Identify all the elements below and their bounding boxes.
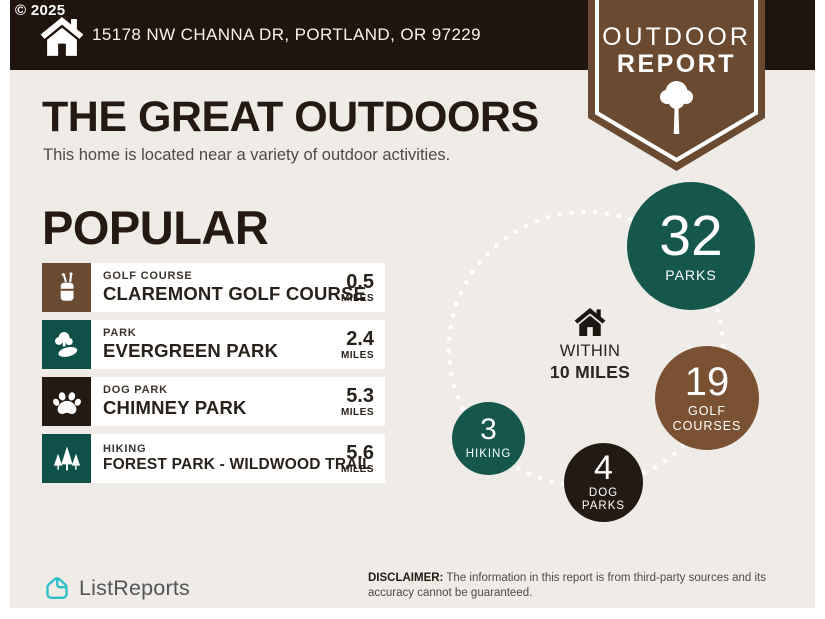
item-distance: 5.6 (346, 441, 374, 464)
golf-bag-icon (42, 263, 91, 312)
item-category: GOLF COURSE (103, 270, 193, 282)
hiking-count-bubble: 3 HIKING (452, 402, 525, 475)
item-name: FOREST PARK - WILDWOOD TRAIL (103, 456, 372, 473)
badge-line1: OUTDOOR (602, 23, 751, 51)
home-icon (40, 17, 84, 56)
within-text: WITHIN (559, 342, 621, 360)
listreports-wordmark: ListReports (79, 575, 190, 600)
item-distance: 5.3 (346, 384, 374, 407)
list-item-golf-course: GOLF COURSE CLAREMONT GOLF COURSE 0.5 MI… (42, 263, 385, 312)
disclaimer-text: The information in this report is from t… (368, 572, 766, 599)
item-category: DOG PARK (103, 384, 168, 396)
golf-courses-label: GOLF COURSES (672, 404, 742, 433)
item-distance-unit: MILES (340, 292, 374, 304)
golf-courses-count: 19 (684, 360, 730, 405)
disclaimer: DISCLAIMER: The information in this repo… (368, 571, 784, 601)
hiking-label: HIKING (465, 447, 512, 460)
disclaimer-label: DISCLAIMER: (368, 572, 444, 584)
hiking-count: 3 (480, 413, 497, 447)
popular-heading: POPULAR (42, 201, 269, 254)
property-address: 15178 NW CHANNA DR, PORTLAND, OR 97229 (92, 25, 482, 44)
listreports-logo-icon (46, 577, 68, 599)
item-distance-unit: MILES (340, 406, 374, 418)
golf-courses-count-bubble: 19 GOLF COURSES (655, 346, 759, 450)
item-category: PARK (103, 327, 137, 339)
park-tree-icon (42, 320, 91, 369)
tree-icon (660, 81, 693, 134)
item-distance-unit: MILES (340, 463, 374, 475)
item-name: CHIMNEY PARK (103, 397, 247, 418)
list-item-dog-park: DOG PARK CHIMNEY PARK 5.3 MILES (42, 377, 385, 426)
parks-count-bubble: 32 PARKS (627, 182, 755, 310)
outdoor-report-badge: OUTDOOR REPORT (588, 0, 765, 171)
dog-parks-count: 4 (594, 448, 613, 487)
dog-parks-count-bubble: 4 DOG PARKS (564, 443, 643, 522)
home-icon (574, 308, 606, 336)
within-radius-label: WITHIN 10 MILES (535, 308, 645, 383)
paw-icon (42, 377, 91, 426)
popular-list: GOLF COURSE CLAREMONT GOLF COURSE 0.5 MI… (42, 263, 385, 491)
dog-parks-label: DOG PARKS (581, 486, 626, 513)
parks-count: 32 (659, 204, 723, 269)
copyright-text: © 2025 (15, 2, 66, 19)
item-distance: 0.5 (346, 270, 374, 293)
item-distance-unit: MILES (340, 349, 374, 361)
listreports-brand: ListReports (44, 575, 190, 601)
page-subtitle: This home is located near a variety of o… (43, 146, 451, 164)
within-distance: 10 MILES (549, 362, 631, 382)
evergreen-trees-icon (42, 434, 91, 483)
item-distance: 2.4 (346, 327, 374, 350)
badge-line2: REPORT (617, 50, 736, 78)
item-name: EVERGREEN PARK (103, 340, 279, 361)
list-item-park: PARK EVERGREEN PARK 2.4 MILES (42, 320, 385, 369)
item-name: CLAREMONT GOLF COURSE (103, 283, 367, 304)
parks-label: PARKS (665, 266, 717, 283)
item-category: HIKING (103, 443, 147, 455)
page-title: THE GREAT OUTDOORS (42, 93, 539, 141)
list-item-hiking: HIKING FOREST PARK - WILDWOOD TRAIL 5.6 … (42, 434, 385, 483)
